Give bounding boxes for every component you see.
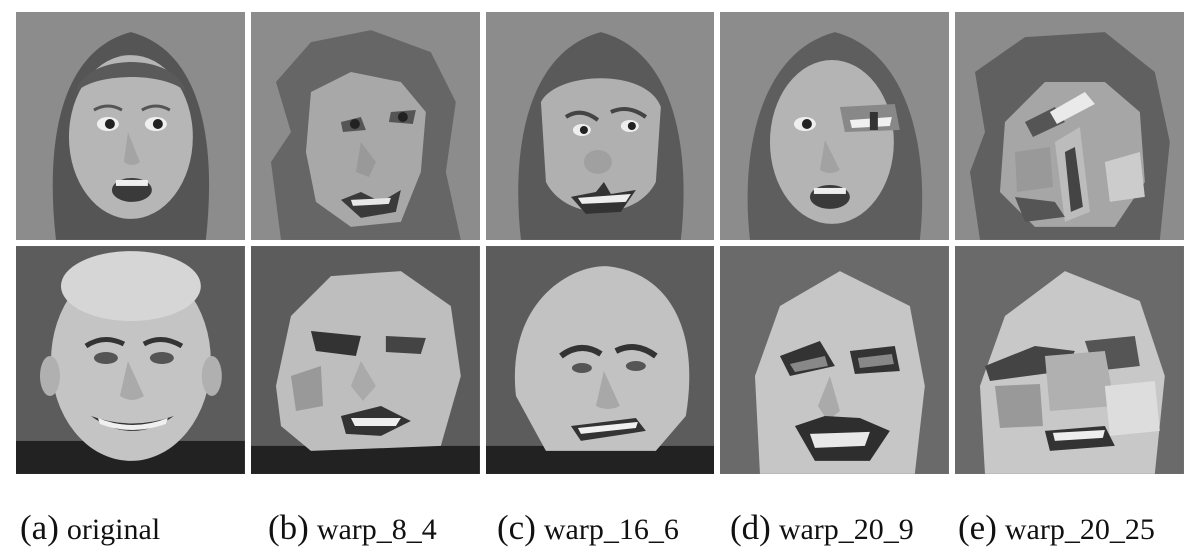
face-man-warp-20-25 (955, 246, 1184, 474)
row-man (16, 246, 1184, 474)
caption-a-letter: (a) (20, 508, 59, 547)
man-warp-20-25-image (955, 246, 1184, 474)
face-woman-original (16, 12, 245, 240)
row-woman (16, 12, 1184, 240)
face-woman-warp-8-4 (250, 12, 480, 240)
woman-original-image (16, 12, 245, 240)
caption-b-letter: (b) (268, 508, 309, 547)
caption-e-letter: (e) (958, 508, 997, 547)
woman-warp-20-25-image (955, 12, 1184, 240)
caption-e-label: warp_20_25 (1004, 513, 1155, 546)
caption-a: (a) original (20, 508, 160, 550)
caption-d-letter: (d) (730, 508, 771, 547)
face-man-original (16, 246, 245, 474)
caption-a-label: original (66, 513, 161, 546)
caption-d: (d) warp_20_9 (730, 508, 914, 550)
woman-warp-16-6-image (485, 12, 715, 240)
face-woman-warp-20-9 (720, 12, 950, 240)
caption-d-label: warp_20_9 (778, 513, 914, 546)
caption-c: (c) warp_16_6 (497, 508, 679, 550)
caption-b-label: warp_8_4 (316, 513, 437, 546)
woman-warp-20-9-image (720, 12, 950, 240)
caption-c-letter: (c) (497, 508, 536, 547)
caption-row: (a) original (b) warp_8_4 (c) warp_16_6 … (0, 500, 1202, 556)
caption-b: (b) warp_8_4 (268, 508, 437, 550)
face-woman-warp-20-25 (955, 12, 1184, 240)
face-woman-warp-16-6 (485, 12, 715, 240)
figure-grid (16, 12, 1184, 480)
man-warp-16-6-image (485, 246, 715, 474)
man-warp-8-4-image (250, 246, 480, 474)
face-man-warp-16-6 (485, 246, 715, 474)
face-man-warp-20-9 (720, 246, 950, 474)
face-man-warp-8-4 (250, 246, 480, 474)
man-original-image (16, 246, 245, 474)
caption-c-label: warp_16_6 (543, 513, 679, 546)
caption-e: (e) warp_20_25 (958, 508, 1155, 550)
man-warp-20-9-image (720, 246, 950, 474)
woman-warp-8-4-image (250, 12, 480, 240)
